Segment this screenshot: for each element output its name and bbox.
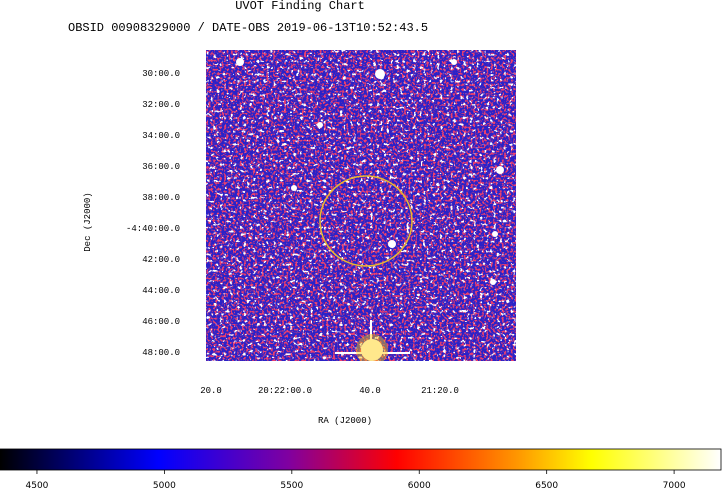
y-axis-label: Dec (J2000) bbox=[83, 192, 93, 251]
source-region bbox=[319, 175, 413, 267]
colorbar-tick-label: 5000 bbox=[153, 481, 176, 489]
x-tick-label: 20:22:00.0 bbox=[258, 386, 312, 396]
chart-subtitle: OBSID 00908329000 / DATE-OBS 2019-06-13T… bbox=[68, 21, 428, 35]
y-tick-label: -4:40:00.0 bbox=[126, 224, 180, 234]
x-tick-label: 20.0 bbox=[200, 386, 222, 396]
y-tick-label: 30:00.0 bbox=[142, 69, 180, 79]
colorbar bbox=[0, 448, 722, 471]
y-tick-label: 32:00.0 bbox=[142, 100, 180, 110]
y-tick-label: 34:00.0 bbox=[142, 131, 180, 141]
y-tick-label: 38:00.0 bbox=[142, 193, 180, 203]
colorbar-tick-label: 4500 bbox=[26, 481, 49, 489]
y-tick-label: 48:00.0 bbox=[142, 348, 180, 358]
x-axis-label: RA (J2000) bbox=[318, 416, 372, 426]
y-tick-label: 36:00.0 bbox=[142, 162, 180, 172]
colorbar-tick-label: 6500 bbox=[535, 481, 558, 489]
x-tick-label: 40.0 bbox=[359, 386, 381, 396]
y-tick-label: 44:00.0 bbox=[142, 286, 180, 296]
sky-image bbox=[206, 50, 516, 361]
y-tick-label: 46:00.0 bbox=[142, 317, 180, 327]
colorbar-tick-label: 6000 bbox=[408, 481, 431, 489]
colorbar-tick-label: 5500 bbox=[280, 481, 303, 489]
x-tick-label: 21:20.0 bbox=[421, 386, 459, 396]
colorbar-tick-label: 7000 bbox=[663, 481, 686, 489]
y-tick-label: 42:00.0 bbox=[142, 255, 180, 265]
chart-title: UVOT Finding Chart bbox=[235, 0, 365, 13]
